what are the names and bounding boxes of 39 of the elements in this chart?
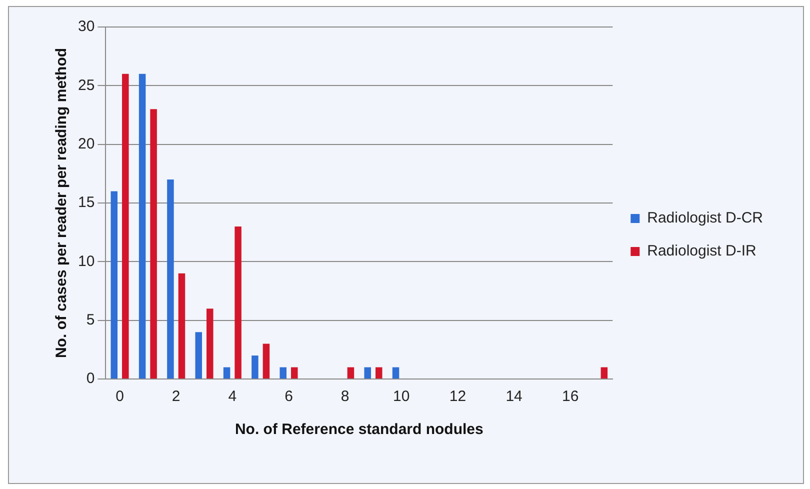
bar bbox=[280, 367, 286, 378]
bar bbox=[167, 180, 174, 378]
x-tick-label: 4 bbox=[228, 388, 237, 406]
y-tick-label: 20 bbox=[78, 135, 95, 152]
bar bbox=[364, 367, 371, 378]
x-tick-label: 12 bbox=[449, 388, 466, 406]
bar bbox=[600, 367, 608, 378]
bar bbox=[122, 74, 129, 378]
bar bbox=[178, 273, 186, 378]
y-tick-label: 25 bbox=[78, 76, 95, 94]
x-tick-label: 6 bbox=[284, 388, 293, 406]
x-tick-label: 10 bbox=[393, 388, 410, 406]
legend-label: Radiologist D-IR bbox=[647, 242, 756, 260]
bar bbox=[375, 367, 382, 378]
x-tick-label: 16 bbox=[562, 388, 579, 406]
bar bbox=[150, 109, 157, 378]
bar bbox=[138, 74, 146, 378]
x-tick-label: 2 bbox=[172, 388, 180, 406]
x-tick-label: 8 bbox=[340, 388, 350, 406]
legend-label: Radiologist D-CR bbox=[647, 210, 764, 227]
x-tick-label: 14 bbox=[506, 388, 522, 406]
y-tick-label: 5 bbox=[86, 311, 95, 328]
y-tick-label: 10 bbox=[78, 252, 95, 270]
bar bbox=[347, 367, 354, 378]
bar bbox=[195, 332, 202, 378]
bar bbox=[291, 367, 298, 378]
y-tick-label: 15 bbox=[78, 194, 95, 212]
bar bbox=[223, 367, 230, 378]
bar bbox=[110, 191, 118, 378]
x-axis-title: No. of Reference standard nodules bbox=[234, 421, 484, 438]
bar bbox=[392, 367, 400, 378]
bar bbox=[206, 308, 214, 378]
bar bbox=[234, 226, 242, 378]
y-tick-label: 30 bbox=[78, 18, 95, 36]
x-tick-label: 0 bbox=[116, 388, 124, 406]
bar bbox=[252, 356, 258, 378]
y-tick-label: 0 bbox=[86, 370, 95, 388]
bar bbox=[262, 344, 270, 378]
y-axis-title: No. of cases per reader per reading method bbox=[53, 48, 70, 358]
